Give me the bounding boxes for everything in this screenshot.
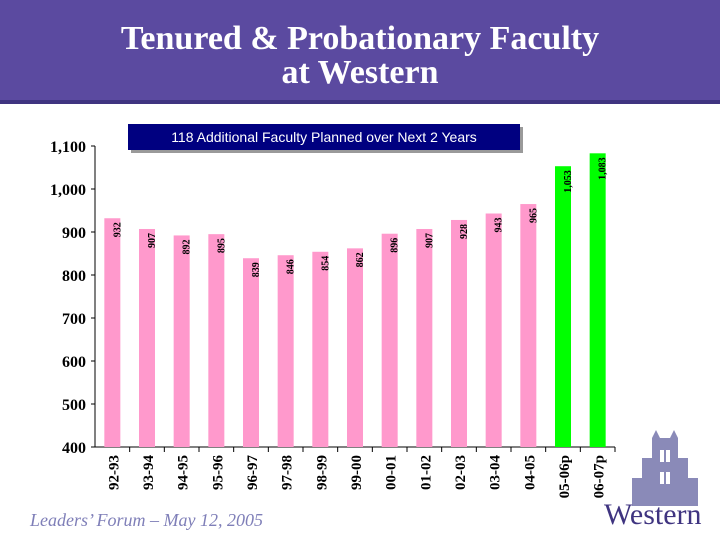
bar-actual [451, 219, 467, 447]
bar-value-label: 943 [494, 218, 505, 233]
bar-value-label: 854 [320, 256, 331, 271]
bar-value-label: 846 [286, 259, 297, 274]
bar-planned [555, 166, 571, 447]
title-line-2: at Western [281, 54, 439, 91]
x-tick-label: 03-04 [488, 455, 504, 490]
bar-actual [243, 258, 259, 447]
bar-value-label: 896 [390, 238, 401, 253]
bar-actual [139, 228, 155, 447]
x-tick-label: 95-96 [210, 455, 226, 490]
x-tick-label: 99-00 [349, 455, 365, 490]
x-tick-label: 94-95 [176, 455, 192, 490]
bar-value-label: 892 [182, 239, 193, 254]
bar-actual [347, 248, 363, 447]
x-tick-label: 06-07p [592, 455, 608, 498]
header-stripe [0, 100, 720, 104]
x-tick-label: 04-05 [522, 455, 538, 490]
y-tick-label: 900 [62, 225, 86, 242]
x-tick-label: 00-01 [384, 455, 400, 490]
bar-value-label: 907 [147, 233, 158, 248]
y-tick-label: 1,000 [50, 182, 86, 199]
bar-value-label: 1,083 [598, 157, 609, 180]
y-tick-label: 500 [62, 397, 86, 414]
bar-planned [589, 153, 606, 447]
bar-value-label: 932 [112, 222, 123, 237]
logo-wordmark: Western [604, 498, 702, 531]
bar-actual [277, 255, 294, 447]
bar-value-label: 928 [459, 224, 470, 239]
header-band [0, 0, 720, 104]
y-tick-label: 800 [62, 268, 86, 285]
bar-value-label: 907 [424, 233, 435, 248]
y-tick-label: 400 [62, 440, 86, 457]
x-tick-label: 98-99 [314, 455, 330, 490]
bar-actual [173, 235, 190, 447]
bar-actual [520, 204, 537, 447]
bar-value-label: 862 [355, 252, 366, 267]
y-tick-label: 1,100 [50, 139, 86, 156]
y-tick-label: 700 [62, 311, 86, 328]
x-tick-label: 02-03 [453, 455, 469, 490]
x-tick-label: 93-94 [141, 455, 157, 490]
bar-value-label: 965 [528, 208, 539, 223]
bar-actual [104, 218, 121, 447]
y-tick-label: 600 [62, 354, 86, 371]
bar-actual [208, 234, 225, 447]
bar-value-label: 1,053 [563, 170, 574, 193]
title-line-1: Tenured & Probationary Faculty [120, 20, 600, 57]
x-tick-label: 97-98 [280, 455, 296, 490]
footer-text: Leaders’ Forum – May 12, 2005 [30, 510, 263, 530]
slide-title: Tenured & Probationary Faculty at Wester… [0, 22, 720, 90]
banner-annotation: 118 Additional Faculty Planned over Next… [128, 124, 520, 150]
bar-actual [416, 228, 433, 447]
bar-value-label: 895 [216, 238, 227, 253]
x-tick-label: 01-02 [418, 455, 434, 490]
bar-actual [381, 233, 398, 447]
bar-value-label: 839 [251, 262, 262, 277]
x-tick-label: 05-06p [557, 455, 573, 498]
bar-actual [312, 251, 329, 447]
x-tick-label: 96-97 [245, 455, 261, 490]
bar-actual [485, 213, 502, 447]
x-tick-label: 92-93 [106, 455, 122, 490]
university-tower-icon [632, 430, 698, 506]
